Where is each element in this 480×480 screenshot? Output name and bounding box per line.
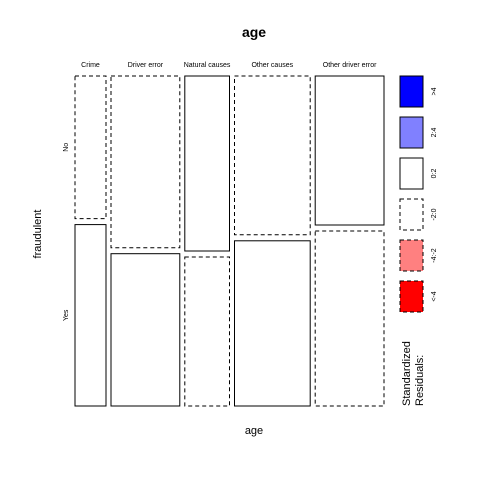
chart-title: age [242,24,266,40]
column-label-other-driver-error: Other driver error [323,62,377,69]
tile-crime-yes [74,224,107,407]
row-label-yes: Yes [63,309,70,321]
legend-label-4: -2:0 [431,208,438,220]
row-label-no: No [63,143,70,152]
row-labels: No Yes [63,143,70,321]
column-label-driver-error: Driver error [128,62,164,69]
tile-other-causes-no [234,75,311,236]
legend-swatch-5 [399,239,424,272]
legend-swatch-3 [399,157,424,190]
legend-title-line-2: Residuals: [414,355,426,406]
mosaic-tiles [74,75,385,407]
legend-label-3: 0:2 [431,169,438,179]
legend-swatch-2 [399,116,424,149]
column-label-natural-causes: Natural causes [184,62,231,69]
legend-title: Standardized Residuals: [401,338,426,406]
column-label-crime: Crime [81,62,100,69]
legend-swatch-6 [399,280,424,313]
tile-natural-causes-no [184,75,231,252]
legend-label-2: 2:4 [431,128,438,138]
legend-label-6: <-4 [431,291,438,301]
legend-swatch-1 [399,75,424,108]
tile-other-causes-yes [234,240,311,407]
tile-driver-error-yes [110,253,181,407]
column-labels: Crime Driver error Natural causes Other cau… [81,62,377,69]
tile-crime-no [74,75,107,220]
x-axis-label: age [245,425,263,437]
y-axis-label: fraudulent [32,210,44,259]
legend-title-line-1: Standardized [401,341,413,406]
tile-other-driver-error-no [314,75,385,226]
legend-label-5: -4:-2 [431,248,438,263]
tile-other-driver-error-yes [314,230,385,407]
residuals-legend: Standardized Residuals: >4 2:4 0:2 -2:0 -4:-… [399,75,438,406]
legend-label-1: >4 [431,87,438,95]
legend-swatch-4 [399,198,424,231]
column-label-other-causes: Other causes [251,62,293,69]
tile-natural-causes-yes [184,256,231,407]
tile-driver-error-no [110,75,181,249]
